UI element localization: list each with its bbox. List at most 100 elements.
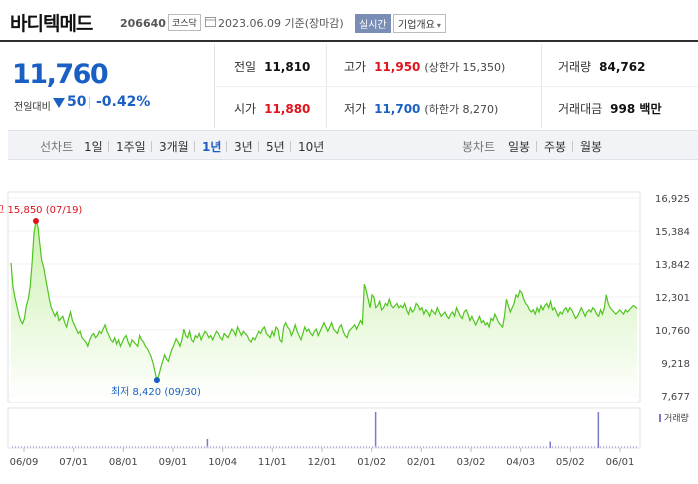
divider xyxy=(108,141,109,152)
high-marker xyxy=(32,218,39,225)
divider xyxy=(226,141,227,152)
volume-bar xyxy=(252,446,253,448)
volume-bar xyxy=(399,446,400,448)
volume-bar xyxy=(48,446,49,448)
volume-bar xyxy=(222,446,223,448)
volume-bar xyxy=(516,446,517,448)
volume-bar xyxy=(162,446,163,448)
volume-bar xyxy=(39,446,40,448)
volume-bar xyxy=(206,439,209,448)
period-3y[interactable]: 3년 xyxy=(234,140,253,154)
candle-monthly[interactable]: 월봉 xyxy=(580,140,603,154)
upper-limit: (상한가 15,350) xyxy=(424,61,506,74)
calendar-icon xyxy=(205,17,216,27)
stat-label: 저가 xyxy=(344,102,367,116)
volume-bar xyxy=(327,446,328,448)
company-overview-label: 기업개요 xyxy=(398,20,435,31)
volume-bar xyxy=(246,446,247,448)
divider xyxy=(151,141,152,152)
stat-value: 11,950 xyxy=(374,60,421,74)
volume-bar xyxy=(291,446,292,448)
period-1d[interactable]: 1일 xyxy=(84,140,103,154)
candle-weekly[interactable]: 주봉 xyxy=(544,140,567,154)
candle-daily[interactable]: 일봉 xyxy=(508,140,531,154)
volume-bar xyxy=(87,446,88,448)
volume-bar xyxy=(387,446,388,448)
volume-bar xyxy=(198,446,199,448)
change-value: 50 xyxy=(67,94,87,110)
period-3m[interactable]: 3개월 xyxy=(159,140,189,154)
volume-bar xyxy=(561,446,562,448)
volume-bar xyxy=(282,446,283,448)
volume-bar xyxy=(216,446,217,448)
stock-code: 206640 xyxy=(120,17,166,30)
period-5y[interactable]: 5년 xyxy=(266,140,285,154)
stock-header: 바디텍메드 206640 코스닥 2023.06.09 기준(장마감) 실시간 … xyxy=(0,0,698,42)
volume-bar xyxy=(297,446,298,448)
company-overview-button[interactable]: 기업개요 ▾ xyxy=(393,14,446,33)
y-tick-label: 12,301 xyxy=(655,293,690,304)
volume-bar xyxy=(381,446,382,448)
volume-bar xyxy=(573,446,574,448)
base-date: 2023.06.09 기준(장마감) xyxy=(218,17,344,30)
volume-bar xyxy=(66,446,67,448)
volume-bar xyxy=(117,446,118,448)
low-marker xyxy=(153,377,160,384)
volume-bar xyxy=(285,446,286,448)
volume-bar xyxy=(534,446,535,448)
realtime-button[interactable]: 실시간 xyxy=(355,14,391,33)
volume-bar xyxy=(624,446,625,448)
stat-low: 저가 11,700 (하한가 8,270) xyxy=(344,100,498,117)
volume-bar xyxy=(489,446,490,448)
volume-bar xyxy=(549,441,551,448)
volume-bar xyxy=(429,446,430,448)
volume-bar xyxy=(402,446,403,448)
x-tick-label: 02/01 xyxy=(407,457,436,468)
period-1y[interactable]: 1년 xyxy=(202,140,222,154)
y-tick-label: 13,842 xyxy=(655,260,690,271)
volume-bar xyxy=(558,446,559,448)
volume-bar xyxy=(105,446,106,448)
volume-bar xyxy=(546,446,547,448)
volume-bar xyxy=(627,446,628,448)
volume-bar xyxy=(183,446,184,448)
volume-bar xyxy=(513,446,514,448)
volume-bar xyxy=(393,446,394,448)
volume-bar xyxy=(519,446,520,448)
volume-bar xyxy=(63,446,64,448)
volume-bar xyxy=(225,446,226,448)
x-tick-label: 12/01 xyxy=(308,457,337,468)
volume-bar xyxy=(588,446,589,448)
volume-bar xyxy=(315,446,316,448)
volume-bar xyxy=(417,446,418,448)
volume-bar xyxy=(150,446,151,448)
volume-bar xyxy=(18,446,19,448)
high-annotation: 최고 15,850 (07/19) xyxy=(0,204,82,216)
volume-bar xyxy=(552,446,553,448)
y-tick-label: 9,218 xyxy=(661,359,690,370)
volume-bar xyxy=(570,446,571,448)
volume-bar xyxy=(396,446,397,448)
volume-bar xyxy=(51,446,52,448)
volume-bar xyxy=(390,446,391,448)
volume-bar xyxy=(495,446,496,448)
x-tick-label: 03/02 xyxy=(457,457,486,468)
volume-bar xyxy=(192,446,193,448)
volume-bar xyxy=(234,446,235,448)
volume-bar xyxy=(270,446,271,448)
period-1w[interactable]: 1주일 xyxy=(116,140,146,154)
volume-bar xyxy=(228,446,229,448)
volume-bar xyxy=(384,446,385,448)
volume-bar xyxy=(444,446,445,448)
volume-bar xyxy=(492,446,493,448)
volume-bar xyxy=(480,446,481,448)
divider xyxy=(572,141,573,152)
volume-bar xyxy=(630,446,631,448)
volume-bar xyxy=(204,446,205,448)
stock-name: 바디텍메드 xyxy=(10,13,93,35)
volume-bar xyxy=(261,446,262,448)
volume-bar xyxy=(123,446,124,448)
price-chart[interactable]: 16,925 15,384 13,842 12,301 10,760 9,218 7,677… xyxy=(0,180,698,484)
volume-bar xyxy=(27,446,28,448)
period-10y[interactable]: 10년 xyxy=(298,140,325,154)
